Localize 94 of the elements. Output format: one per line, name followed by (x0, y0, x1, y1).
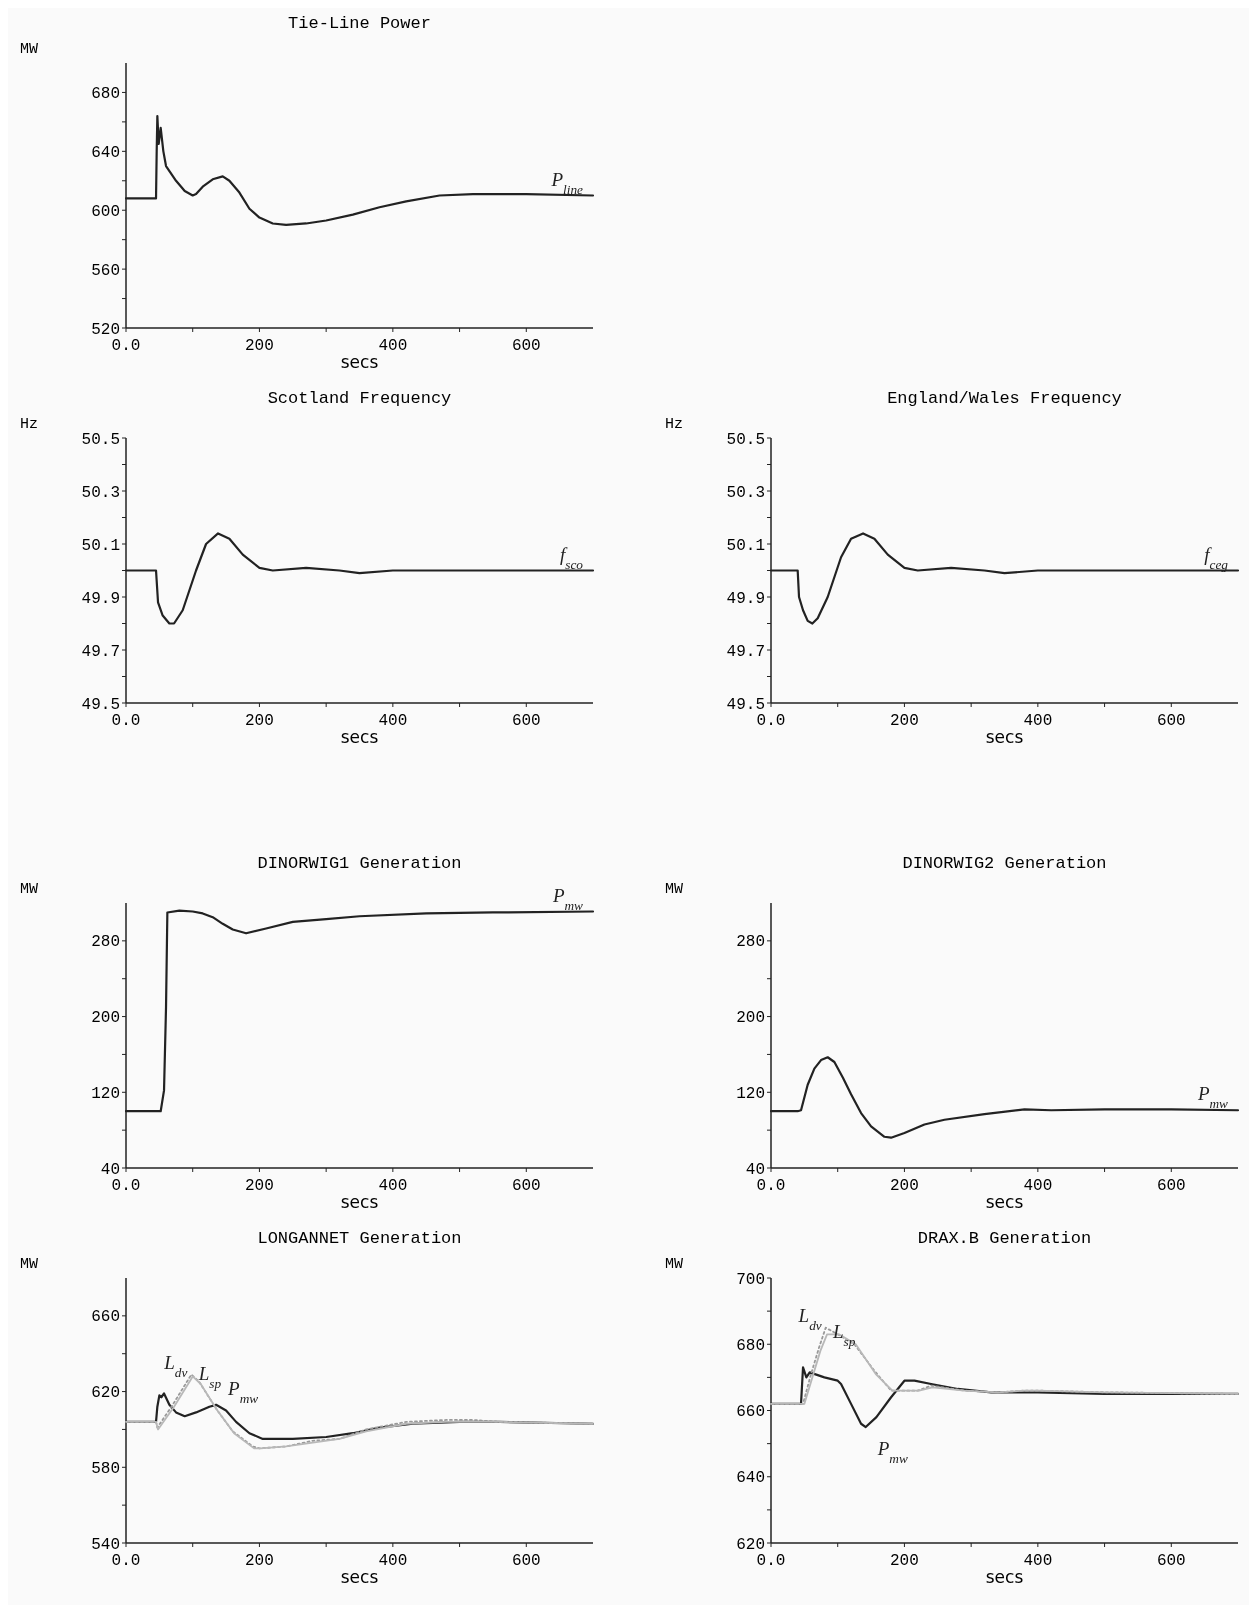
series-label: P$_{mw}$ (876, 1438, 908, 1466)
y-tick-label: 640 (736, 1469, 765, 1488)
y-tick-label: 280 (736, 933, 765, 952)
y-axis-title: Hz (665, 416, 684, 433)
y-tick-label: 50.3 (726, 483, 765, 502)
x-tick-label: 600 (511, 712, 541, 730)
y-tick-label: 200 (736, 1009, 765, 1028)
x-tick-label: 400 (1023, 1552, 1053, 1570)
x-tick-label: 600 (511, 1177, 541, 1195)
chart-title: Tie-Line Power (288, 14, 431, 33)
x-tick-label: 0.0 (111, 337, 141, 355)
x-tick-label: 400 (378, 1552, 408, 1570)
x-tick-label: 0.0 (756, 712, 786, 730)
x-tick-label: 600 (511, 337, 541, 355)
y-tick-label: 700 (736, 1270, 765, 1289)
y-tick-label: 600 (91, 202, 120, 221)
y-axis-title: MW (20, 41, 39, 58)
x-axis-title: secs (985, 1567, 1024, 1587)
x-tick-label: 200 (890, 1552, 919, 1570)
y-tick-label: 49.5 (81, 695, 120, 714)
x-tick-label: 600 (1156, 1177, 1186, 1195)
x-tick-label: 200 (890, 712, 919, 730)
y-tick-label: 660 (91, 1308, 120, 1327)
series-label: P$_{mw}$ (227, 1377, 259, 1406)
y-tick-label: 49.7 (726, 642, 765, 661)
y-tick-label: 50.5 (726, 430, 765, 449)
y-tick-label: 520 (91, 320, 120, 339)
x-tick-label: 200 (890, 1177, 919, 1195)
chart-title: DRAX.B Generation (917, 1229, 1092, 1248)
x-tick-label: 0.0 (756, 1552, 786, 1570)
series-label: f$_{sco}$ (559, 543, 584, 571)
y-tick-label: 680 (736, 1336, 765, 1355)
chart-title: DINORWIG1 Generation (257, 854, 462, 873)
x-tick-label: 600 (511, 1552, 541, 1570)
x-tick-label: 0.0 (111, 712, 141, 730)
x-axis-title: secs (340, 727, 379, 747)
series-label: L$_{sp}$ (832, 1321, 856, 1349)
y-tick-label: 49.9 (81, 589, 120, 608)
x-tick-label: 200 (245, 1177, 274, 1195)
series-label: P$_{line}$ (550, 168, 584, 196)
x-tick-label: 0.0 (111, 1552, 141, 1570)
y-tick-label: 280 (91, 933, 120, 952)
y-tick-label: 640 (91, 143, 120, 162)
x-tick-label: 400 (378, 712, 408, 730)
x-tick-label: 200 (245, 337, 274, 355)
y-tick-label: 40 (100, 1160, 120, 1179)
x-axis-title: secs (340, 352, 379, 372)
chart-title: LONGANNET Generation (257, 1229, 462, 1248)
y-axis-title: MW (20, 1256, 39, 1273)
x-tick-label: 400 (1023, 712, 1053, 730)
x-tick-label: 600 (1156, 712, 1186, 730)
y-tick-label: 50.1 (81, 536, 120, 555)
y-tick-label: 540 (91, 1535, 120, 1554)
chart-title: Scotland Frequency (267, 389, 452, 408)
series-label: L$_{dv}$ (797, 1304, 822, 1333)
series-label: P$_{mw}$ (1196, 1083, 1229, 1111)
y-axis-title: MW (665, 1256, 684, 1273)
y-tick-label: 560 (91, 261, 120, 280)
x-tick-label: 400 (1023, 1177, 1053, 1195)
y-tick-label: 620 (91, 1384, 120, 1403)
y-tick-label: 49.7 (81, 642, 120, 661)
y-tick-label: 200 (91, 1009, 120, 1028)
x-axis-title: secs (340, 1567, 379, 1587)
x-tick-label: 600 (1156, 1552, 1186, 1570)
y-axis-title: Hz (20, 416, 39, 433)
x-tick-label: 400 (378, 1177, 408, 1195)
y-tick-label: 680 (91, 85, 120, 104)
y-tick-label: 580 (91, 1459, 120, 1478)
x-tick-label: 200 (245, 1552, 274, 1570)
y-tick-label: 50.1 (726, 536, 765, 555)
y-tick-label: 660 (736, 1403, 765, 1422)
y-axis-title: MW (665, 881, 684, 898)
y-tick-label: 120 (91, 1084, 120, 1103)
series-label: f$_{ceg}$ (1204, 543, 1229, 571)
x-axis-title: secs (985, 1192, 1024, 1212)
y-tick-label: 120 (736, 1084, 765, 1103)
x-tick-label: 200 (245, 712, 274, 730)
y-tick-label: 50.3 (81, 483, 120, 502)
series-label: P$_{mw}$ (551, 884, 584, 913)
y-tick-label: 49.5 (726, 695, 765, 714)
x-tick-label: 400 (378, 337, 408, 355)
y-tick-label: 50.5 (81, 430, 120, 449)
chart-title: England/Wales Frequency (887, 389, 1122, 408)
x-tick-label: 0.0 (111, 1177, 141, 1195)
x-axis-title: secs (340, 1192, 379, 1212)
series-label: L$_{sp}$ (197, 1363, 222, 1391)
x-axis-title: secs (985, 727, 1024, 747)
y-tick-label: 40 (745, 1160, 765, 1179)
y-tick-label: 49.9 (726, 589, 765, 608)
x-tick-label: 0.0 (756, 1177, 786, 1195)
chart-title: DINORWIG2 Generation (902, 854, 1107, 873)
y-axis-title: MW (20, 881, 39, 898)
y-tick-label: 620 (736, 1535, 765, 1554)
series-label: L$_{dv}$ (163, 1351, 188, 1380)
